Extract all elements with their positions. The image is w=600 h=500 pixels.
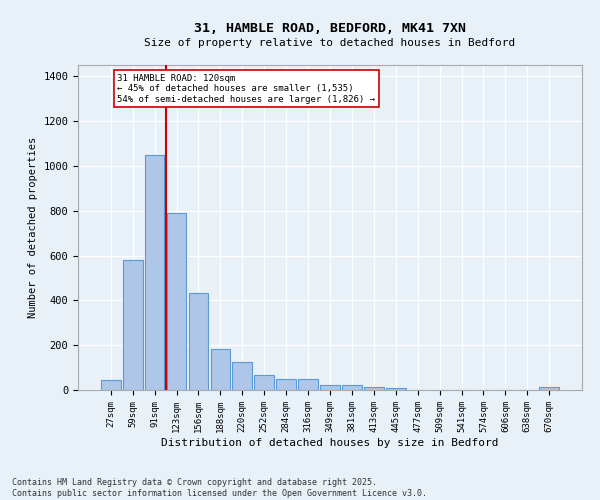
Bar [364,386,384,390]
Bar [254,376,274,390]
Text: Contains HM Land Registry data © Crown copyright and database right 2025.
Contai: Contains HM Land Registry data © Crown c… [12,478,427,498]
Bar [276,379,296,390]
Bar [298,379,318,390]
Text: 31, HAMBLE ROAD, BEDFORD, MK41 7XN: 31, HAMBLE ROAD, BEDFORD, MK41 7XN [194,22,466,36]
Bar [232,362,252,390]
Bar [145,154,164,390]
Bar [123,260,143,390]
Bar [342,385,362,390]
Bar [101,380,121,390]
Bar [539,388,559,390]
Text: 31 HAMBLE ROAD: 120sqm
← 45% of detached houses are smaller (1,535)
54% of semi-: 31 HAMBLE ROAD: 120sqm ← 45% of detached… [118,74,376,104]
Text: Size of property relative to detached houses in Bedford: Size of property relative to detached ho… [145,38,515,48]
Bar [167,213,187,390]
Bar [386,388,406,390]
Bar [211,348,230,390]
Bar [320,385,340,390]
Y-axis label: Number of detached properties: Number of detached properties [28,137,38,318]
Bar [188,292,208,390]
X-axis label: Distribution of detached houses by size in Bedford: Distribution of detached houses by size … [161,438,499,448]
